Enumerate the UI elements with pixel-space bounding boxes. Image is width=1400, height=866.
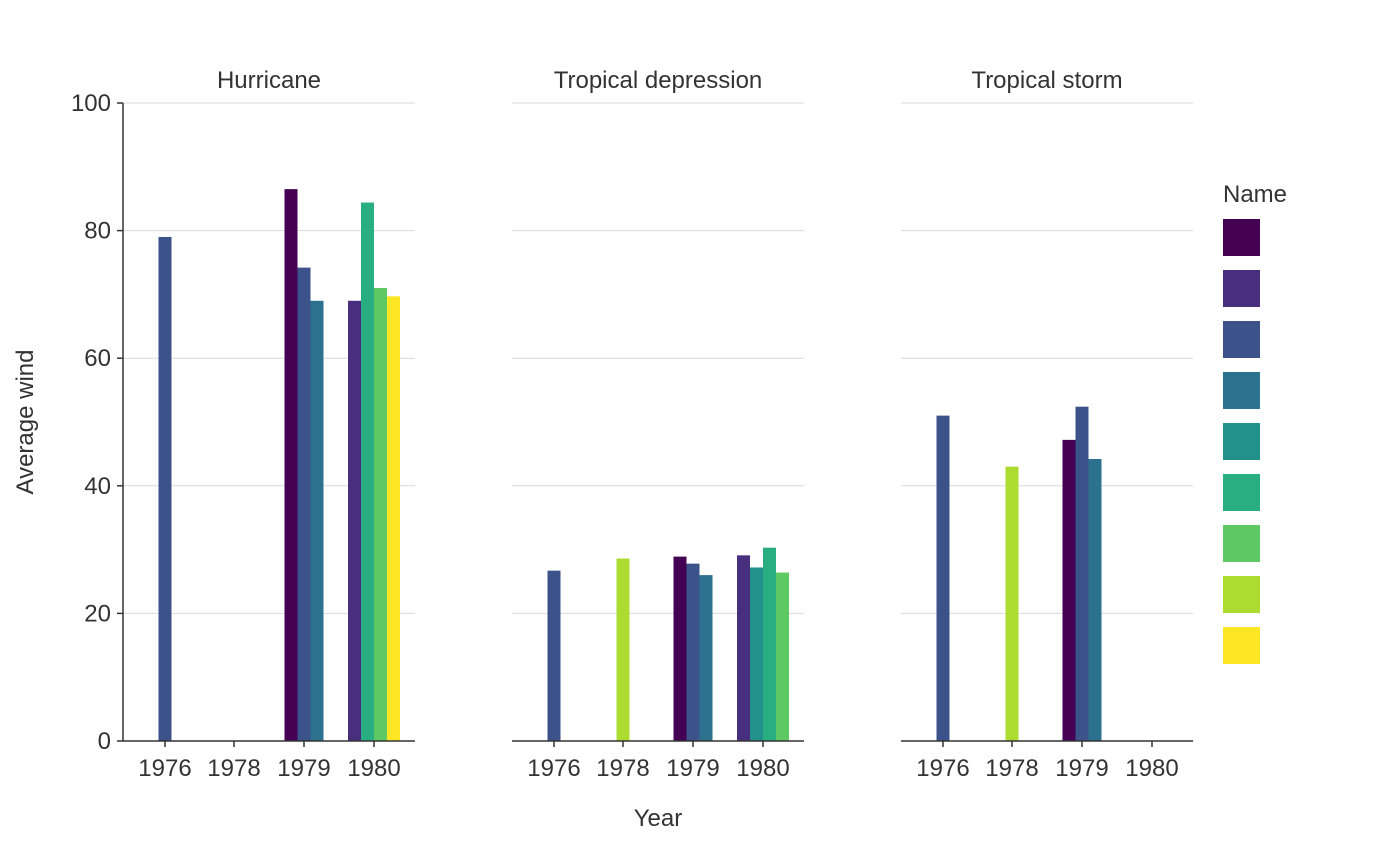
bar bbox=[737, 555, 750, 741]
facet-panel: Hurricane 1976 1978 1979 1980 0 20 40 60 80 100 bbox=[71, 67, 415, 782]
x-tick-label: 1980 bbox=[1125, 755, 1178, 782]
bar bbox=[1005, 466, 1019, 741]
x-tick-label: 1979 bbox=[277, 755, 330, 782]
legend-swatch bbox=[1223, 372, 1260, 409]
y-tick-label: 20 bbox=[84, 600, 111, 627]
legend-swatch bbox=[1223, 423, 1260, 460]
x-axis-title: Year bbox=[634, 805, 683, 832]
bar bbox=[547, 570, 561, 741]
legend-swatch bbox=[1223, 576, 1260, 613]
y-tick-label: 60 bbox=[84, 345, 111, 372]
bar bbox=[374, 288, 387, 741]
facets: Hurricane 1976 1978 1979 1980 0 20 40 60 80 100 Tro… bbox=[71, 67, 1193, 782]
x-tick-label: 1976 bbox=[916, 755, 969, 782]
legend-swatch bbox=[1223, 219, 1260, 256]
x-tick-label: 1979 bbox=[666, 755, 719, 782]
facet-title: Tropical storm bbox=[971, 67, 1122, 94]
bar bbox=[673, 556, 687, 741]
bar bbox=[387, 296, 400, 741]
legend-swatch bbox=[1223, 270, 1260, 307]
bar bbox=[348, 300, 361, 741]
bar bbox=[616, 558, 630, 741]
y-axis-title: Average wind bbox=[12, 350, 39, 495]
bar bbox=[158, 236, 172, 742]
bar bbox=[776, 572, 789, 741]
legend bbox=[1223, 219, 1260, 664]
x-tick-label: 1979 bbox=[1055, 755, 1108, 782]
legend-swatch bbox=[1223, 627, 1260, 664]
bar bbox=[750, 567, 763, 741]
bar bbox=[361, 202, 374, 741]
x-tick-label: 1980 bbox=[736, 755, 789, 782]
bar bbox=[686, 563, 700, 741]
bar bbox=[936, 415, 950, 741]
y-tick-label: 100 bbox=[71, 90, 111, 117]
x-tick-label: 1978 bbox=[207, 755, 260, 782]
y-tick-label: 0 bbox=[98, 728, 111, 755]
y-tick-label: 40 bbox=[84, 473, 111, 500]
y-tick-label: 80 bbox=[84, 218, 111, 245]
bar bbox=[310, 300, 324, 741]
legend-swatch bbox=[1223, 474, 1260, 511]
facet-title: Hurricane bbox=[217, 67, 321, 94]
legend-title: Name bbox=[1223, 181, 1287, 208]
x-tick-label: 1976 bbox=[527, 755, 580, 782]
bar bbox=[1088, 459, 1102, 741]
x-tick-label: 1980 bbox=[347, 755, 400, 782]
facet-panel: Tropical storm 1976 1978 1979 1980 bbox=[901, 67, 1193, 782]
x-tick-label: 1978 bbox=[596, 755, 649, 782]
legend-swatch bbox=[1223, 321, 1260, 358]
x-tick-label: 1978 bbox=[985, 755, 1038, 782]
facet-panel: Tropical depression 1976 1978 1979 1980 bbox=[512, 67, 804, 782]
facet-title: Tropical depression bbox=[554, 67, 763, 94]
bar bbox=[284, 189, 298, 741]
bar bbox=[763, 547, 776, 741]
bar bbox=[297, 267, 311, 741]
bar bbox=[1062, 439, 1076, 741]
bar bbox=[1075, 406, 1089, 741]
bar bbox=[699, 575, 713, 741]
x-tick-label: 1976 bbox=[138, 755, 191, 782]
legend-swatch bbox=[1223, 525, 1260, 562]
